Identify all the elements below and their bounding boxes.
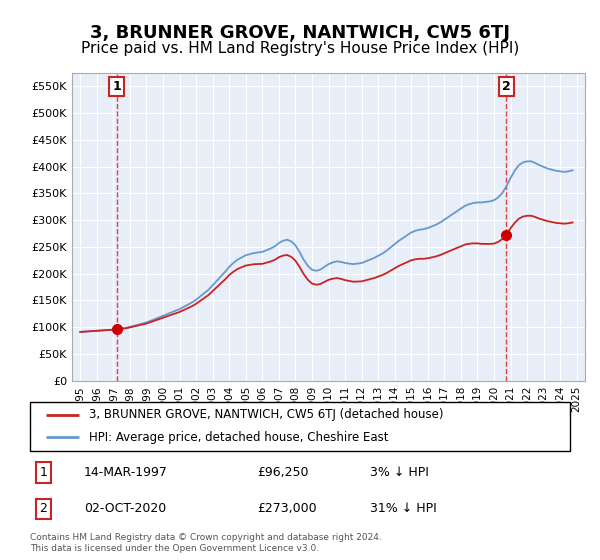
Text: 1: 1 bbox=[40, 466, 47, 479]
Text: £273,000: £273,000 bbox=[257, 502, 316, 515]
Text: 1: 1 bbox=[112, 80, 121, 93]
Text: 3, BRUNNER GROVE, NANTWICH, CW5 6TJ: 3, BRUNNER GROVE, NANTWICH, CW5 6TJ bbox=[90, 24, 510, 42]
Text: Price paid vs. HM Land Registry's House Price Index (HPI): Price paid vs. HM Land Registry's House … bbox=[81, 41, 519, 56]
Text: 2: 2 bbox=[502, 80, 511, 93]
Text: £96,250: £96,250 bbox=[257, 466, 308, 479]
Text: 2: 2 bbox=[40, 502, 47, 515]
Text: HPI: Average price, detached house, Cheshire East: HPI: Average price, detached house, Ches… bbox=[89, 431, 389, 444]
Text: 14-MAR-1997: 14-MAR-1997 bbox=[84, 466, 168, 479]
Text: 02-OCT-2020: 02-OCT-2020 bbox=[84, 502, 166, 515]
FancyBboxPatch shape bbox=[30, 402, 570, 451]
Text: 3, BRUNNER GROVE, NANTWICH, CW5 6TJ (detached house): 3, BRUNNER GROVE, NANTWICH, CW5 6TJ (det… bbox=[89, 408, 444, 421]
Text: 31% ↓ HPI: 31% ↓ HPI bbox=[370, 502, 437, 515]
Text: Contains HM Land Registry data © Crown copyright and database right 2024.
This d: Contains HM Land Registry data © Crown c… bbox=[30, 533, 382, 553]
Text: 3% ↓ HPI: 3% ↓ HPI bbox=[370, 466, 429, 479]
